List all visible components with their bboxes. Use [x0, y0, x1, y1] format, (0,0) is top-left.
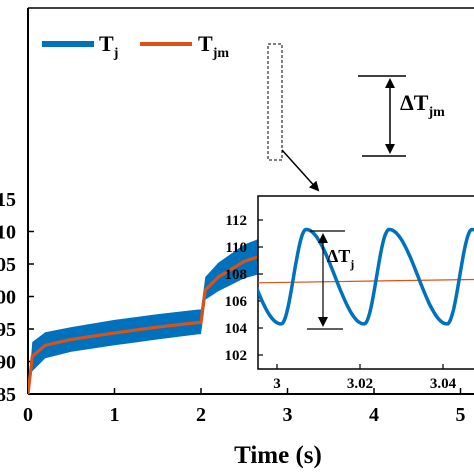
legend: Tj Tjm — [42, 31, 229, 61]
main-y-tick-label: 10 — [0, 222, 16, 244]
main-x-tick-label: 5 — [456, 404, 466, 426]
delta-tj-label: ΔTj — [327, 246, 354, 271]
main-x-tick-label: 4 — [369, 404, 379, 426]
inset-y-tick-label: 102 — [225, 348, 248, 364]
inset-ticks: 33.023.043.063.08102104106108110112 — [225, 213, 457, 392]
main-x-tick-label: 3 — [283, 404, 293, 426]
inset-tjm-line — [258, 278, 474, 284]
inset-y-tick-label: 104 — [225, 321, 248, 337]
inset-tj-line — [258, 227, 474, 326]
delta-tj-annotation: ΔTj — [307, 230, 354, 330]
inset-chart: 33.023.043.063.08102104106108110112 ΔTj — [225, 195, 474, 392]
inset-x-tick-label: 3.02 — [347, 376, 373, 392]
main-y-tick-label: 95 — [0, 319, 16, 341]
main-y-tick-label: 90 — [0, 352, 16, 374]
main-y-tick-label: 85 — [0, 384, 16, 406]
legend-tj-label: Tj — [99, 31, 118, 61]
main-x-tick-label: 0 — [23, 404, 33, 426]
inset-x-tick-label: 3.04 — [430, 376, 457, 392]
main-y-tick-label: 15 — [0, 189, 16, 211]
x-axis-title: Time (s) — [234, 442, 322, 469]
delta-tjm-label: ΔTjm — [400, 90, 445, 120]
main-y-tick-label: 00 — [0, 287, 16, 309]
main-x-tick-label: 2 — [196, 404, 206, 426]
delta-tjm-annotation: ΔTjm — [358, 75, 445, 157]
inset-y-tick-label: 110 — [225, 240, 247, 256]
inset-y-tick-label: 106 — [225, 294, 248, 310]
main-y-tick-label: 05 — [0, 254, 16, 276]
inset-y-tick-label: 112 — [225, 213, 247, 229]
zoom-arrow — [281, 149, 320, 192]
inset-y-tick-label: 108 — [225, 267, 248, 283]
main-x-tick-label: 1 — [110, 404, 120, 426]
inset-x-tick-label: 3 — [273, 376, 281, 392]
legend-tjm-label: Tjm — [198, 31, 229, 61]
zoom-region-box — [267, 43, 283, 161]
